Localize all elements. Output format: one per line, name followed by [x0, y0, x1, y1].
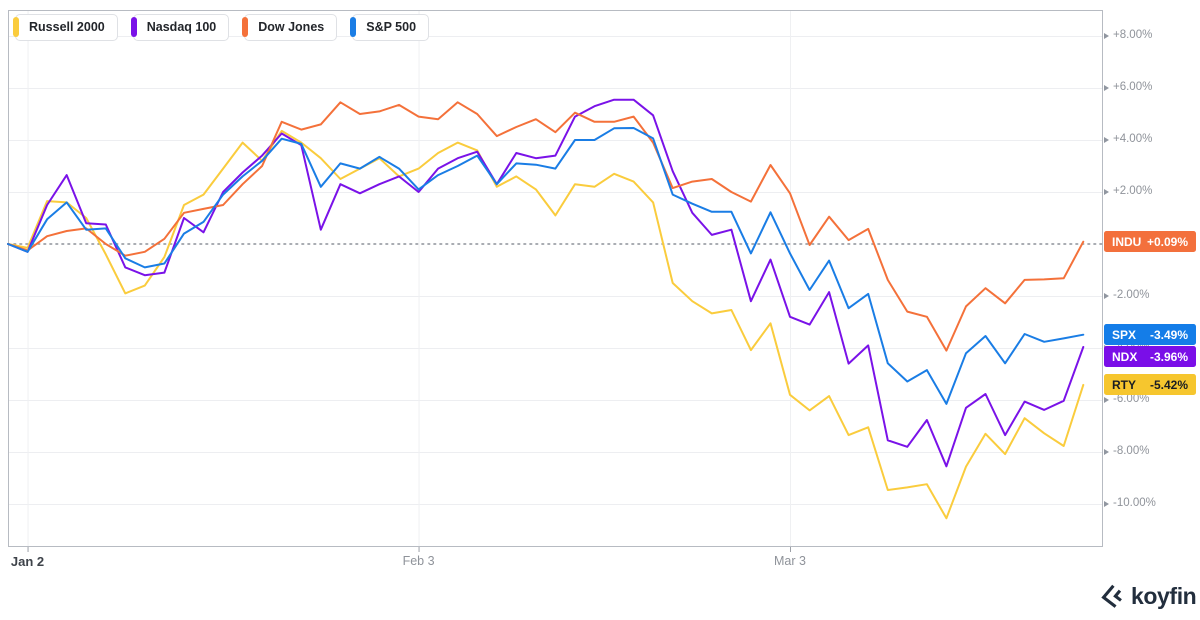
plot-frame — [8, 10, 1103, 547]
legend-item-dow-jones[interactable]: Dow Jones — [242, 14, 338, 41]
y-axis-label: -2.00% — [1104, 288, 1149, 304]
y-axis-label-text: +4.00% — [1113, 133, 1153, 146]
y-axis-label: +4.00% — [1104, 132, 1152, 148]
series-line-rty[interactable] — [7, 129, 1085, 520]
y-axis-label-text: -8.00% — [1113, 445, 1150, 458]
badge-ticker: RTY — [1112, 377, 1136, 392]
tick-arrow-icon — [1104, 501, 1109, 507]
y-axis-label: +2.00% — [1104, 184, 1152, 200]
badge-ticker: NDX — [1112, 349, 1138, 364]
koyfin-logo-icon — [1101, 584, 1122, 608]
badge-ticker: SPX — [1112, 327, 1137, 342]
tick-arrow-icon — [1104, 189, 1109, 195]
tick-arrow-icon — [1104, 449, 1109, 455]
legend-item-label: Russell 2000 — [29, 20, 105, 34]
price-badge-ndx: NDX -3.96% — [1104, 346, 1196, 368]
legend-item-s-p-500[interactable]: S&P 500 — [350, 14, 430, 41]
series-line-ndx[interactable] — [7, 98, 1085, 468]
y-axis-label: -10.00% — [1104, 496, 1156, 512]
y-axis-label-text: -10.00% — [1113, 497, 1156, 510]
price-badge-indu: INDU +0.09% — [1104, 231, 1196, 253]
legend-color-bar — [130, 17, 137, 38]
badge-value: -3.96% — [1149, 349, 1188, 364]
y-axis-label: +8.00% — [1104, 28, 1152, 44]
y-axis-label-text: -6.00% — [1113, 393, 1150, 406]
x-axis-label-mar-3: Mar 3 — [774, 554, 806, 568]
badge-ticker: INDU — [1112, 234, 1142, 249]
price-badge-rty: RTY -5.42% — [1104, 374, 1196, 396]
y-axis-label: +6.00% — [1104, 80, 1152, 96]
legend-item-label: Dow Jones — [258, 20, 325, 34]
y-axis-label-text: +2.00% — [1113, 185, 1153, 198]
price-badge-spx: SPX -3.49% — [1104, 324, 1196, 346]
y-axis-label-text: +6.00% — [1113, 81, 1153, 94]
y-axis-label: -8.00% — [1104, 444, 1149, 460]
chart-legend: Russell 2000 Nasdaq 100 Dow Jones S&P 500 — [13, 14, 444, 41]
x-axis-label-jan-2: Jan 2 — [10, 554, 45, 569]
legend-color-bar — [350, 17, 357, 38]
tick-arrow-icon — [1104, 397, 1109, 403]
legend-color-bar — [13, 17, 19, 38]
y-axis-label: -6.00% — [1104, 392, 1149, 408]
legend-item-label: Nasdaq 100 — [146, 20, 217, 34]
y-axis-label-text: +8.00% — [1113, 29, 1153, 42]
badge-value: -3.49% — [1149, 327, 1188, 342]
badge-value: +0.09% — [1146, 234, 1188, 249]
series-line-indu[interactable] — [7, 101, 1085, 352]
koyfin-logo-text: koyfin — [1131, 583, 1197, 609]
badge-value: -5.42% — [1149, 377, 1188, 392]
y-axis-label-text: -2.00% — [1113, 289, 1150, 302]
koyfin-logo: koyfin — [1098, 583, 1197, 610]
legend-item-label: S&P 500 — [366, 20, 417, 34]
legend-item-nasdaq-100[interactable]: Nasdaq 100 — [130, 14, 230, 41]
tick-arrow-icon — [1104, 85, 1109, 91]
x-axis-label-feb-3: Feb 3 — [402, 554, 435, 568]
tick-arrow-icon — [1104, 293, 1109, 299]
tick-arrow-icon — [1104, 33, 1109, 39]
legend-color-bar — [242, 17, 249, 38]
series-line-spx[interactable] — [7, 127, 1085, 405]
legend-item-russell-2000[interactable]: Russell 2000 — [13, 14, 118, 41]
tick-arrow-icon — [1104, 137, 1109, 143]
